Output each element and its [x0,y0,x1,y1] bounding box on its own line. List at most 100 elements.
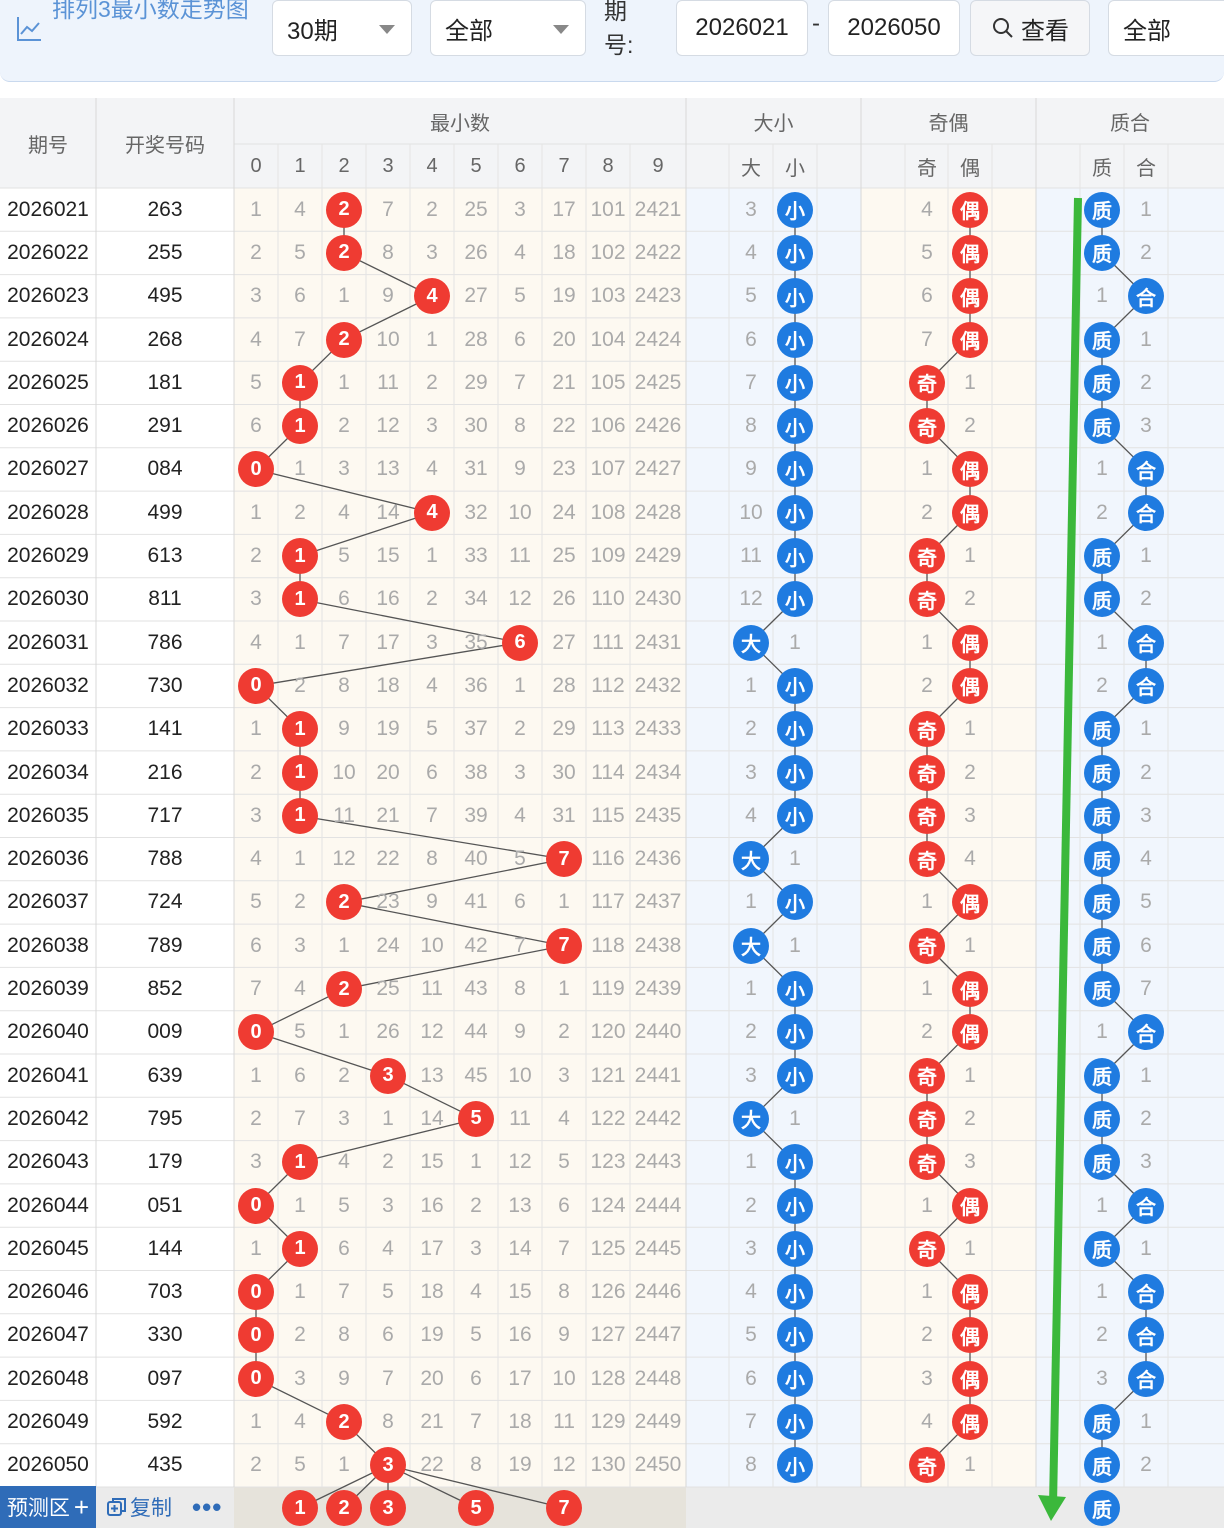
parity-ball: 奇 [909,581,945,618]
missing-count-cell: 6 [426,760,438,784]
issue-cell: 2026030 [7,587,89,611]
missing-count-cell: 2431 [634,630,682,654]
missing-count-cell: 8 [470,1453,482,1477]
prime-ball: 质 [1084,1057,1120,1094]
min-digit-trend-line [255,642,521,687]
draw-number-cell: 216 [147,760,183,784]
missing-count-cell: 2 [426,197,438,221]
type-select[interactable]: 全部 [430,0,586,56]
size-ball: 小 [777,711,813,748]
filter-select[interactable]: 全部 [1108,0,1224,56]
missing-count-cell: 9 [338,1366,350,1390]
size-ball: 小 [777,1057,813,1094]
size-missing-cell: 1 [745,1150,757,1174]
missing-count-cell: 1 [338,933,350,957]
size-missing-cell: 2 [745,1020,757,1044]
size-missing-cell: 5 [745,1323,757,1347]
min-digit-trend-line [343,901,565,947]
prime-ball: 质 [1084,364,1120,401]
issue-cell: 2026028 [7,500,89,524]
missing-count-cell: 5 [250,890,262,914]
prime-ball: 质 [1084,1100,1120,1137]
digit-header-0: 0 [250,154,262,177]
size-missing-cell: 10 [739,500,763,524]
missing-count-cell: 117 [591,890,625,914]
predicted-digit-ball[interactable]: 5 [458,1490,494,1526]
prime-missing-cell: 2 [1140,370,1152,394]
parity-missing-cell: 4 [964,847,976,871]
copy-icon [107,1498,126,1516]
missing-count-cell: 2421 [634,197,682,221]
predicted-digit-ball[interactable]: 7 [546,1490,582,1526]
missing-count-cell: 2449 [634,1410,682,1434]
missing-count-cell: 6 [470,1366,482,1390]
missing-count-cell: 25 [464,197,488,221]
min-digit-ball: 2 [326,234,362,271]
missing-count-cell: 29 [464,370,488,394]
missing-count-cell: 1 [294,457,306,481]
draw-number-cell: 730 [147,673,183,697]
missing-count-cell: 26 [376,1020,400,1044]
size-ball: 小 [777,1404,813,1441]
parity-ball: 偶 [952,234,988,271]
prime-missing-cell: 1 [1096,1280,1108,1304]
min-digit-ball: 0 [238,1317,274,1354]
predicted-prime-ball[interactable]: 质 [1084,1490,1120,1526]
missing-count-cell: 37 [464,717,488,741]
more-icon[interactable]: ••• [192,1491,223,1522]
min-digit-ball: 2 [326,971,362,1008]
missing-count-cell: 13 [508,1193,532,1217]
issue-cell: 2026045 [7,1236,89,1260]
missing-count-cell: 25 [376,977,400,1001]
size-missing-cell: 4 [745,803,757,827]
issue-cell: 2026039 [7,977,89,1001]
size-ball: 小 [777,1144,813,1181]
prime-ball: 质 [1084,1447,1120,1484]
parity-ball: 奇 [909,364,945,401]
size-missing-cell: 1 [789,630,801,654]
prime-missing-cell: 7 [1140,977,1152,1001]
missing-count-cell: 1 [250,1236,262,1260]
issue-to-input[interactable]: 2026050 [828,0,960,56]
missing-count-cell: 38 [464,760,488,784]
parity-ball: 奇 [909,754,945,791]
parity-missing-cell: 7 [921,327,933,351]
missing-count-cell: 113 [591,717,625,741]
size-missing-cell: 1 [745,890,757,914]
missing-count-cell: 1 [250,1410,262,1434]
predicted-digit-ball[interactable]: 1 [282,1490,318,1526]
draw-number-cell: 495 [147,284,183,308]
missing-count-cell: 12 [420,1020,444,1044]
missing-count-cell: 6 [294,284,306,308]
missing-count-cell: 2 [558,1020,570,1044]
size-ball: 小 [777,364,813,401]
predicted-digit-ball[interactable]: 3 [370,1490,406,1526]
missing-count-cell: 3 [250,1150,262,1174]
missing-count-cell: 2 [470,1193,482,1217]
missing-count-cell: 7 [382,1366,394,1390]
prime-ball: 合 [1128,667,1164,704]
missing-count-cell: 9 [514,457,526,481]
prediction-area-button[interactable]: 预测区 + [0,1486,96,1528]
issue-from-input[interactable]: 2026021 [676,0,808,56]
parity-missing-cell: 1 [964,717,976,741]
copy-button[interactable]: 复制 [106,1486,172,1528]
parity-ball: 奇 [909,1100,945,1137]
parity-ball: 奇 [909,1144,945,1181]
period-select[interactable]: 30期 [272,0,412,56]
min-digit-ball: 6 [502,624,538,661]
min-digit-ball: 1 [282,754,318,791]
digit-header-2: 2 [338,154,350,177]
size-missing-cell: 7 [745,370,757,394]
prime-missing-cell: 1 [1140,1236,1152,1260]
predicted-digit-ball[interactable]: 2 [326,1490,362,1526]
parity-ball: 偶 [952,667,988,704]
issue-cell: 2026040 [7,1020,89,1044]
missing-count-cell: 27 [464,284,488,308]
min-digit-ball: 0 [238,667,274,704]
missing-count-cell: 3 [250,284,262,308]
draw-number-cell: 789 [147,933,183,957]
prediction-area-label: 预测区 [6,1497,70,1520]
view-button[interactable]: 查看 [970,0,1090,56]
min-digit-ball: 1 [282,711,318,748]
